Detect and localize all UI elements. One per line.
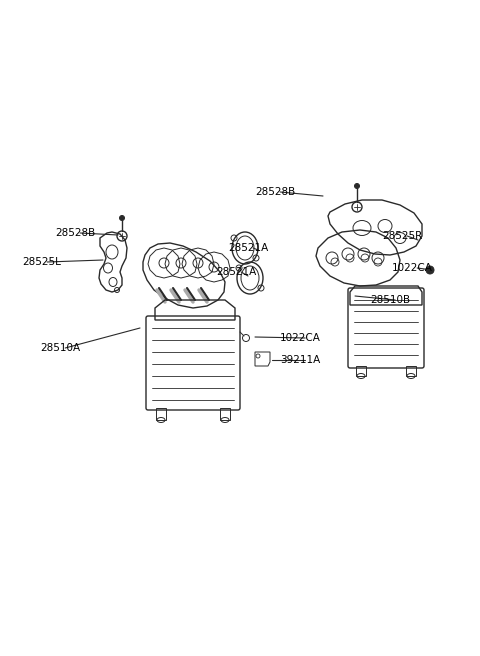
Circle shape — [426, 266, 434, 274]
Text: 28510A: 28510A — [40, 343, 80, 353]
Text: 28525R: 28525R — [382, 231, 422, 241]
Text: 28521A: 28521A — [216, 267, 256, 277]
Circle shape — [120, 216, 124, 220]
Text: 1022CA: 1022CA — [280, 333, 321, 343]
Text: 28528B: 28528B — [55, 228, 95, 238]
Text: 1022CA: 1022CA — [392, 263, 433, 273]
Text: 28525L: 28525L — [22, 257, 61, 267]
Text: 39211A: 39211A — [280, 355, 320, 365]
Text: 28521A: 28521A — [228, 243, 268, 253]
Circle shape — [355, 184, 360, 188]
Text: 28528B: 28528B — [255, 187, 295, 197]
Text: 28510B: 28510B — [370, 295, 410, 305]
